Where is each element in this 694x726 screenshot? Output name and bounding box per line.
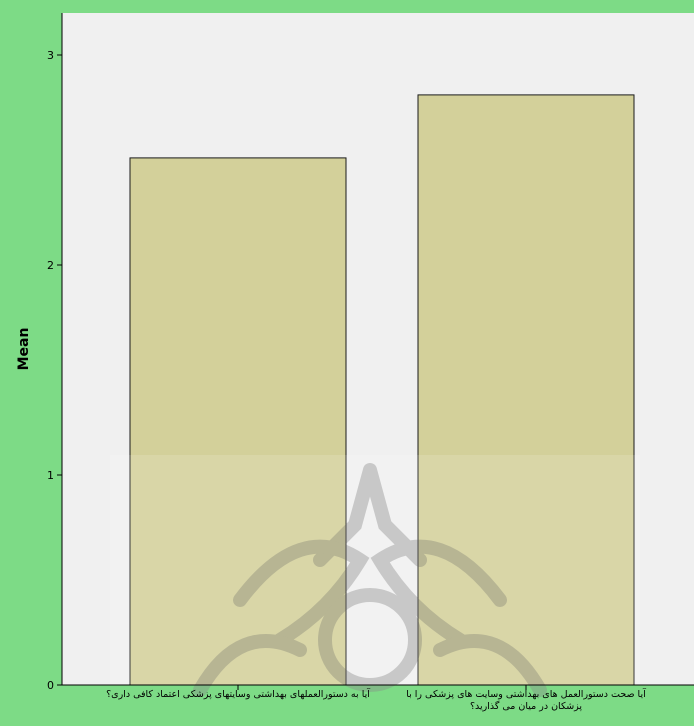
category-labels: آیا به دستورالعملهای بهداشتی وسایتهای پز… [106,687,646,712]
y-tick-label: 2 [47,259,54,272]
y-tick-label: 1 [47,469,54,482]
y-axis-title: Mean [16,328,32,371]
y-tick-label: 3 [47,49,54,62]
bar-2 [417,94,635,686]
bar-1 [129,157,347,686]
watermark-logo [110,455,640,697]
x-category-label: آیا به دستورالعملهای بهداشتی وسایتهای پز… [106,687,370,700]
x-category-label: پزشکان در میان می گذارید؟ [470,700,582,712]
y-tick-label: 0 [47,679,54,692]
bars-layer [129,94,635,686]
axes-layer: 0 1 2 3 [47,13,694,692]
x-category-label: آیا صحت دستورالعمل های بهداشتی وسایت های… [406,687,646,700]
